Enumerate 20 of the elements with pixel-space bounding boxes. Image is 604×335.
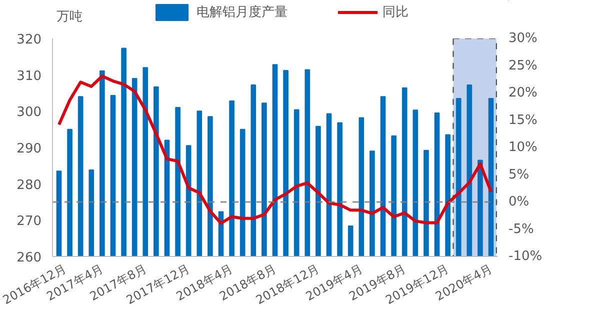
y-tick-label: 260: [16, 250, 42, 266]
line-series: [57, 74, 493, 225]
y-tick-label: 280: [16, 178, 42, 193]
y2-tick-label: -5%: [508, 222, 534, 237]
legend-label: 同比: [382, 4, 408, 21]
y-tick-label: 300: [16, 105, 42, 120]
y-tick-label: 320: [16, 32, 42, 48]
y-tick-label: 310: [16, 68, 42, 84]
legend-label: 电解铝月度产量: [196, 4, 288, 21]
y2-tick-label: 20%: [508, 86, 538, 100]
y2-tick-label: 15%: [508, 112, 538, 128]
y2-tick-label: 10%: [508, 140, 538, 155]
y-axis-title: 万吨: [56, 10, 82, 24]
y-tick-label: 270: [16, 214, 42, 230]
y2-tick-label: 25%: [508, 58, 538, 74]
y2-tick-label: 30%: [508, 31, 538, 46]
y-tick-label: 290: [16, 142, 42, 156]
y2-tick-label: 0%: [508, 194, 530, 210]
y2-tick-label: 5%: [508, 167, 530, 182]
y2-tick-label: -10%: [508, 249, 542, 264]
